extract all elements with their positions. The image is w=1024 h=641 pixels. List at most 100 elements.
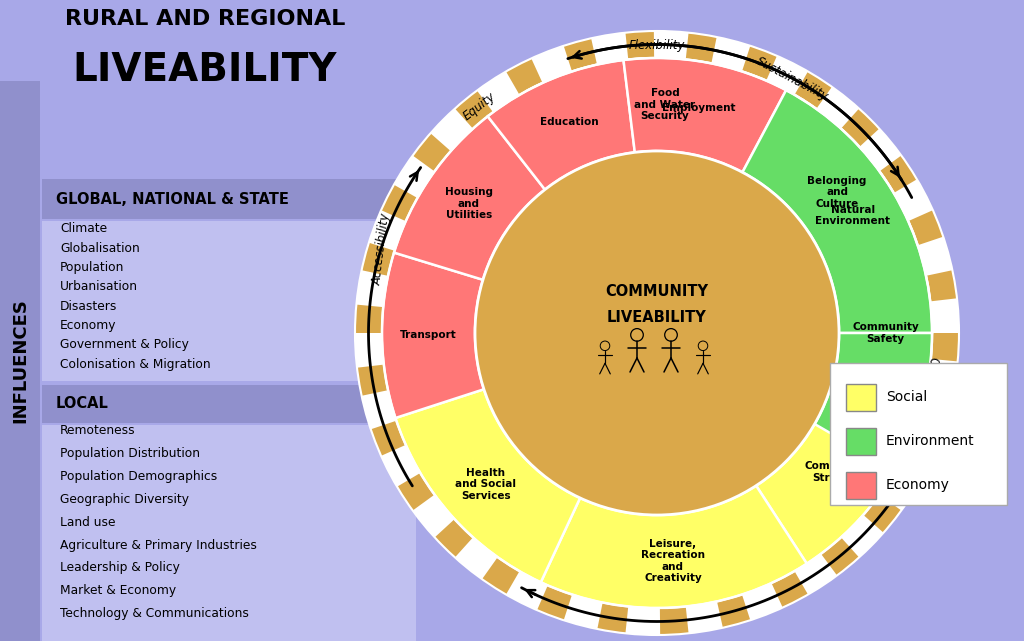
Wedge shape xyxy=(591,33,629,69)
Text: Climate: Climate xyxy=(60,222,108,235)
Text: Geographic Diversity: Geographic Diversity xyxy=(60,493,189,506)
Text: COMMUNITY: COMMUNITY xyxy=(605,283,709,299)
Text: Urbanisation: Urbanisation xyxy=(60,280,138,294)
Text: Market & Economy: Market & Economy xyxy=(60,584,176,597)
Text: LIVEABILITY: LIVEABILITY xyxy=(73,51,337,89)
Wedge shape xyxy=(913,237,952,277)
Wedge shape xyxy=(624,58,786,172)
Wedge shape xyxy=(563,591,603,629)
Text: Flexibility: Flexibility xyxy=(629,38,685,51)
Text: Connections: Connections xyxy=(926,356,951,430)
Wedge shape xyxy=(361,389,400,429)
Circle shape xyxy=(665,329,677,341)
Wedge shape xyxy=(904,414,945,456)
Text: Population Distribution: Population Distribution xyxy=(60,447,200,460)
Wedge shape xyxy=(506,568,549,610)
Wedge shape xyxy=(528,58,803,179)
Text: Globalisation: Globalisation xyxy=(60,242,139,255)
Text: Food
and Water
Security: Food and Water Security xyxy=(635,88,695,121)
Text: Technology & Communications: Technology & Communications xyxy=(60,607,249,620)
FancyBboxPatch shape xyxy=(42,425,416,641)
Wedge shape xyxy=(394,156,437,200)
Text: Environment: Environment xyxy=(886,434,975,448)
Wedge shape xyxy=(765,56,808,98)
Text: Leisure,
Recreation
and
Creativity: Leisure, Recreation and Creativity xyxy=(641,538,705,583)
Text: Leadership & Policy: Leadership & Policy xyxy=(60,562,180,574)
FancyBboxPatch shape xyxy=(830,363,1007,505)
Text: Employment: Employment xyxy=(662,103,735,113)
Circle shape xyxy=(698,341,708,351)
Wedge shape xyxy=(369,210,410,252)
Wedge shape xyxy=(394,116,545,279)
FancyBboxPatch shape xyxy=(846,472,876,499)
Wedge shape xyxy=(926,298,959,333)
Wedge shape xyxy=(381,443,424,487)
FancyBboxPatch shape xyxy=(42,179,416,219)
Wedge shape xyxy=(856,129,901,174)
Text: Built
Environment: Built Environment xyxy=(841,381,915,403)
Wedge shape xyxy=(922,358,957,395)
Text: Equity: Equity xyxy=(461,90,499,122)
Wedge shape xyxy=(355,333,388,368)
Text: RURAL AND REGIONAL: RURAL AND REGIONAL xyxy=(65,9,345,29)
Text: Transport: Transport xyxy=(400,330,457,340)
Wedge shape xyxy=(413,492,458,537)
Text: Agriculture & Primary Industries: Agriculture & Primary Industries xyxy=(60,538,257,551)
Text: Economy: Economy xyxy=(60,319,117,332)
Wedge shape xyxy=(830,248,932,418)
Wedge shape xyxy=(815,333,932,470)
Wedge shape xyxy=(477,71,521,115)
Text: Belonging
and
Culture: Belonging and Culture xyxy=(807,176,866,209)
Wedge shape xyxy=(395,389,580,582)
Circle shape xyxy=(600,341,609,351)
Text: Natural
Environment: Natural Environment xyxy=(815,204,890,226)
Text: Land use: Land use xyxy=(60,516,116,529)
Wedge shape xyxy=(793,551,837,595)
Text: Community
Safety: Community Safety xyxy=(852,322,919,344)
Circle shape xyxy=(382,58,932,608)
Wedge shape xyxy=(685,597,723,633)
Circle shape xyxy=(475,151,839,515)
Wedge shape xyxy=(742,90,932,333)
Wedge shape xyxy=(382,253,484,418)
Wedge shape xyxy=(455,535,500,579)
FancyBboxPatch shape xyxy=(42,385,416,423)
Wedge shape xyxy=(814,87,859,131)
FancyBboxPatch shape xyxy=(846,384,876,411)
Text: Sustainability: Sustainability xyxy=(754,54,830,103)
Wedge shape xyxy=(356,271,392,308)
Text: Social: Social xyxy=(886,390,928,404)
Wedge shape xyxy=(487,60,635,190)
Wedge shape xyxy=(654,31,688,63)
Text: LIVEABILITY: LIVEABILITY xyxy=(607,310,707,324)
Text: Community
Strength: Community Strength xyxy=(805,462,871,483)
Wedge shape xyxy=(890,179,933,223)
Text: Population: Population xyxy=(60,261,124,274)
Circle shape xyxy=(631,329,643,341)
Text: Housing
and
Utilities: Housing and Utilities xyxy=(444,187,493,220)
Text: INFLUENCES: INFLUENCES xyxy=(11,299,29,424)
Wedge shape xyxy=(754,100,919,277)
Text: Remoteness: Remoteness xyxy=(60,424,135,438)
Wedge shape xyxy=(430,108,476,154)
Text: Population Demographics: Population Demographics xyxy=(60,470,217,483)
FancyBboxPatch shape xyxy=(846,428,876,455)
FancyBboxPatch shape xyxy=(0,81,40,641)
FancyBboxPatch shape xyxy=(42,221,416,381)
Text: LOCAL: LOCAL xyxy=(56,397,109,412)
Wedge shape xyxy=(626,603,660,635)
Text: GLOBAL, NATIONAL & STATE: GLOBAL, NATIONAL & STATE xyxy=(56,192,289,206)
Wedge shape xyxy=(531,46,573,87)
Wedge shape xyxy=(756,389,919,563)
Wedge shape xyxy=(839,512,884,558)
Text: Health
and Social
Services: Health and Social Services xyxy=(456,468,516,501)
Text: Education: Education xyxy=(541,117,599,127)
Text: Economy: Economy xyxy=(886,478,950,492)
Text: Colonisation & Migration: Colonisation & Migration xyxy=(60,358,211,370)
Text: Disasters: Disasters xyxy=(60,300,118,313)
Wedge shape xyxy=(711,37,751,75)
Circle shape xyxy=(355,31,959,635)
Wedge shape xyxy=(877,466,921,510)
Text: Accessibility: Accessibility xyxy=(371,212,392,286)
Wedge shape xyxy=(740,579,782,620)
